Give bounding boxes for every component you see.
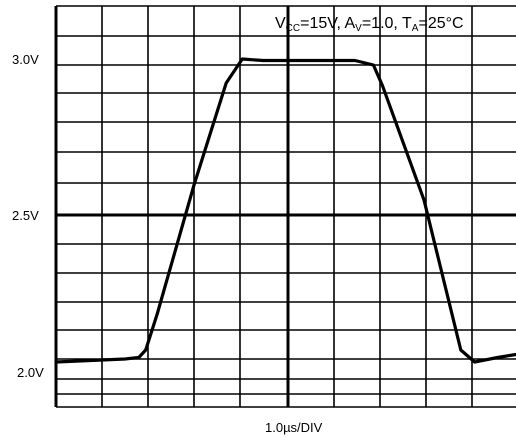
- grid: [54, 5, 516, 408]
- y-tick-label-2v: 2.0V: [17, 365, 44, 380]
- y-tick-label-3v: 3.0V: [12, 52, 39, 67]
- test-conditions: VCC=15V, AV=1.0, TA=25°C: [275, 15, 464, 34]
- series-line: [54, 57, 516, 364]
- y-tick-label-2-5v: 2.5V: [12, 208, 39, 223]
- waveform-trace: [54, 57, 516, 364]
- x-axis-label: 1.0µs/DIV: [265, 420, 323, 435]
